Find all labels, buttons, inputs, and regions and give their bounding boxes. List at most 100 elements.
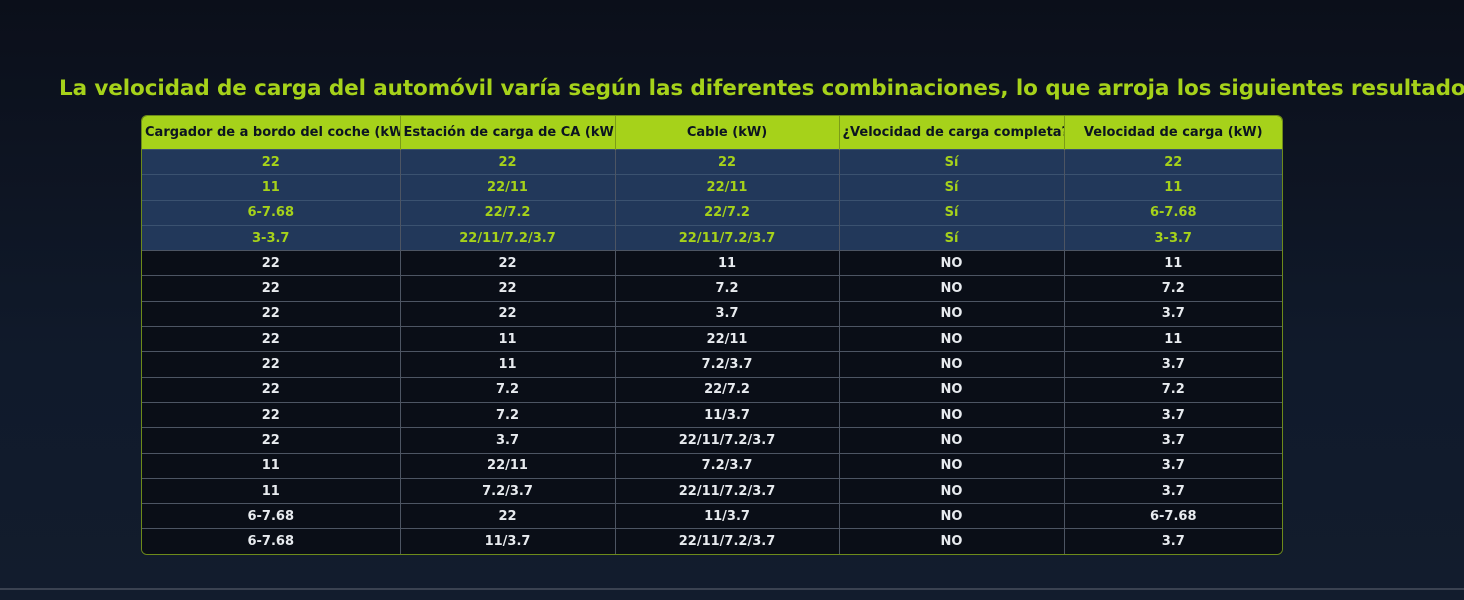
cell-cable: 7.2/3.7: [615, 351, 840, 378]
cell-cable: 3.7: [615, 300, 840, 327]
page-title: La velocidad de carga del automóvil varí…: [59, 76, 1464, 101]
cell-charging-speed: 3.7: [1064, 477, 1282, 504]
cell-cable: 22/11/7.2/3.7: [615, 477, 840, 504]
cell-onboard-charger: 22: [142, 148, 401, 175]
table-row: 22 7.2 22/7.2 NO 7.2: [142, 376, 1282, 403]
cell-ac-station: 11: [400, 326, 616, 352]
cell-charging-speed: 11: [1064, 174, 1282, 201]
cell-charging-speed: 7.2: [1064, 376, 1282, 403]
cell-full-speed: NO: [839, 275, 1065, 302]
cell-ac-station: 22/11: [400, 452, 616, 479]
cell-onboard-charger: 22: [142, 250, 401, 276]
cell-onboard-charger: 22: [142, 401, 401, 428]
cell-cable: 22/11/7.2/3.7: [615, 427, 840, 454]
cell-cable: 22/11/7.2/3.7: [615, 528, 840, 554]
table-row: 22 22 11 NO 11: [142, 250, 1282, 276]
cell-cable: 22/7.2: [615, 376, 840, 403]
cell-charging-speed: 6-7.68: [1064, 503, 1282, 529]
cell-charging-speed: 3.7: [1064, 452, 1282, 479]
cell-onboard-charger: 11: [142, 452, 401, 479]
cell-full-speed: NO: [839, 528, 1065, 554]
header-onboard-charger: Cargador de a bordo del coche (kW): [142, 116, 401, 150]
header-charging-speed: Velocidad de carga (kW): [1064, 116, 1282, 150]
cell-ac-station: 7.2: [400, 376, 616, 403]
table-row: 11 22/11 22/11 Sí 11: [142, 174, 1282, 201]
table-row: 11 22/11 7.2/3.7 NO 3.7: [142, 452, 1282, 479]
cell-ac-station: 22/7.2: [400, 199, 616, 226]
cell-onboard-charger: 11: [142, 477, 401, 504]
cell-cable: 11: [615, 250, 840, 276]
cell-cable: 11/3.7: [615, 503, 840, 529]
cell-charging-speed: 3.7: [1064, 528, 1282, 554]
header-cable: Cable (kW): [615, 116, 840, 150]
cell-full-speed: NO: [839, 300, 1065, 327]
charging-speed-table: Cargador de a bordo del coche (kW) Estac…: [141, 115, 1283, 555]
cell-full-speed: Sí: [839, 148, 1065, 175]
table-row: 22 22 7.2 NO 7.2: [142, 275, 1282, 302]
bottom-divider: [0, 588, 1464, 590]
cell-onboard-charger: 3-3.7: [142, 224, 401, 251]
cell-charging-speed: 11: [1064, 326, 1282, 352]
table-body: 22 22 22 Sí 22 11 22/11 22/11 Sí 11 6-7.68 22/7.2 22…: [142, 148, 1282, 554]
cell-charging-speed: 3.7: [1064, 401, 1282, 428]
table-row: 3-3.7 22/11/7.2/3.7 22/11/7.2/3.7 Sí 3-3.7: [142, 224, 1282, 251]
table-row: 11 7.2/3.7 22/11/7.2/3.7 NO 3.7: [142, 477, 1282, 504]
cell-ac-station: 11/3.7: [400, 528, 616, 554]
cell-ac-station: 7.2: [400, 401, 616, 428]
cell-full-speed: NO: [839, 326, 1065, 352]
table-row: 22 7.2 11/3.7 NO 3.7: [142, 401, 1282, 428]
table-header-row: Cargador de a bordo del coche (kW) Estac…: [142, 116, 1282, 150]
header-ac-station: Estación de carga de CA (kW): [400, 116, 616, 150]
cell-onboard-charger: 6-7.68: [142, 503, 401, 529]
cell-ac-station: 22: [400, 250, 616, 276]
cell-ac-station: 22/11/7.2/3.7: [400, 224, 616, 251]
cell-ac-station: 22: [400, 275, 616, 302]
cell-onboard-charger: 22: [142, 275, 401, 302]
cell-cable: 11/3.7: [615, 401, 840, 428]
cell-onboard-charger: 22: [142, 300, 401, 327]
table-row: 22 11 7.2/3.7 NO 3.7: [142, 351, 1282, 378]
cell-full-speed: Sí: [839, 224, 1065, 251]
cell-cable: 22/11: [615, 326, 840, 352]
cell-onboard-charger: 22: [142, 351, 401, 378]
cell-ac-station: 3.7: [400, 427, 616, 454]
cell-ac-station: 22: [400, 503, 616, 529]
cell-ac-station: 22/11: [400, 174, 616, 201]
cell-charging-speed: 3.7: [1064, 300, 1282, 327]
cell-onboard-charger: 11: [142, 174, 401, 201]
table-row: 6-7.68 22/7.2 22/7.2 Sí 6-7.68: [142, 199, 1282, 226]
cell-ac-station: 11: [400, 351, 616, 378]
cell-onboard-charger: 22: [142, 326, 401, 352]
table-row: 6-7.68 11/3.7 22/11/7.2/3.7 NO 3.7: [142, 528, 1282, 554]
cell-ac-station: 22: [400, 300, 616, 327]
cell-cable: 7.2: [615, 275, 840, 302]
cell-cable: 22/11: [615, 174, 840, 201]
cell-charging-speed: 22: [1064, 148, 1282, 175]
cell-cable: 22: [615, 148, 840, 175]
cell-full-speed: NO: [839, 376, 1065, 403]
cell-onboard-charger: 6-7.68: [142, 528, 401, 554]
table-row: 22 3.7 22/11/7.2/3.7 NO 3.7: [142, 427, 1282, 454]
cell-charging-speed: 6-7.68: [1064, 199, 1282, 226]
cell-ac-station: 7.2/3.7: [400, 477, 616, 504]
table-row: 6-7.68 22 11/3.7 NO 6-7.68: [142, 503, 1282, 529]
cell-full-speed: NO: [839, 503, 1065, 529]
cell-charging-speed: 7.2: [1064, 275, 1282, 302]
table-row: 22 22 22 Sí 22: [142, 148, 1282, 175]
cell-cable: 22/7.2: [615, 199, 840, 226]
cell-cable: 7.2/3.7: [615, 452, 840, 479]
cell-cable: 22/11/7.2/3.7: [615, 224, 840, 251]
cell-charging-speed: 3-3.7: [1064, 224, 1282, 251]
cell-full-speed: NO: [839, 401, 1065, 428]
header-full-speed: ¿Velocidad de carga completa?: [839, 116, 1065, 150]
cell-full-speed: NO: [839, 250, 1065, 276]
cell-charging-speed: 11: [1064, 250, 1282, 276]
cell-ac-station: 22: [400, 148, 616, 175]
cell-onboard-charger: 22: [142, 427, 401, 454]
cell-charging-speed: 3.7: [1064, 351, 1282, 378]
cell-full-speed: NO: [839, 452, 1065, 479]
cell-full-speed: NO: [839, 477, 1065, 504]
table-row: 22 11 22/11 NO 11: [142, 326, 1282, 352]
cell-charging-speed: 3.7: [1064, 427, 1282, 454]
cell-full-speed: Sí: [839, 174, 1065, 201]
